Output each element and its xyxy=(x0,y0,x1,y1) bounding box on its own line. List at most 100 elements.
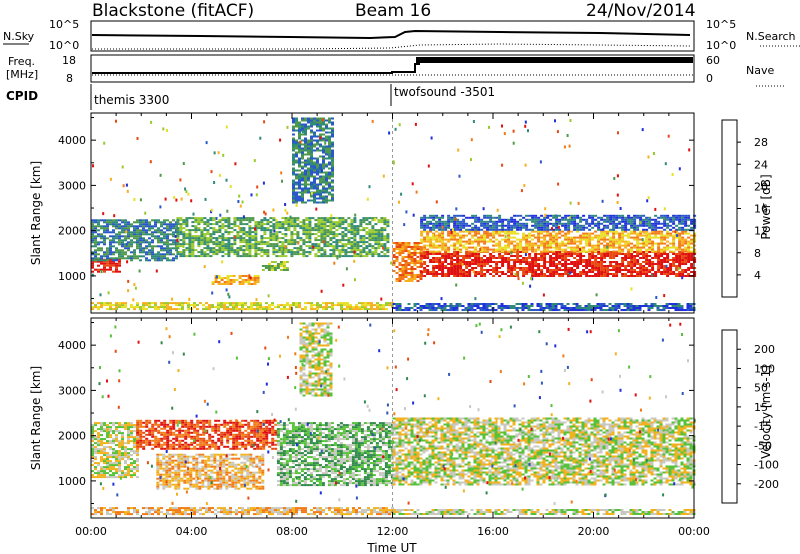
power-echo-cell xyxy=(257,227,261,230)
power-echo-cell xyxy=(573,263,577,265)
power-echo-cell xyxy=(328,149,331,152)
power-echo-cell xyxy=(295,119,298,122)
power-echo-cell xyxy=(319,145,322,148)
power-echo-cell xyxy=(238,302,241,305)
power-echo-cell xyxy=(678,232,682,235)
power-echo-cell xyxy=(293,247,297,250)
power-echo-cell xyxy=(127,241,130,244)
power-echo-cell xyxy=(341,245,345,248)
power-echo-cell xyxy=(606,275,610,277)
power-echo-cell xyxy=(609,251,613,253)
power-echo-cell xyxy=(320,235,324,238)
power-echo-cell xyxy=(301,133,304,136)
power-echo-cell xyxy=(579,261,583,263)
power-echo-cell xyxy=(188,253,192,256)
power-echo-cell xyxy=(663,214,667,217)
power-echo-cell xyxy=(121,225,124,228)
power-echo-cell xyxy=(250,277,254,279)
power-echo-cell xyxy=(555,273,559,275)
power-echo-cell xyxy=(471,255,475,257)
power-echo-cell xyxy=(292,133,295,136)
power-echo-cell xyxy=(203,221,207,224)
power-echo-cell xyxy=(585,263,589,265)
power-echo-cell xyxy=(295,193,298,196)
power-echo-cell xyxy=(200,221,204,224)
power-echo-cell xyxy=(374,233,378,236)
power-echo-cell xyxy=(314,219,318,222)
power-echo-cell xyxy=(606,250,610,253)
power-echo-cell xyxy=(603,224,607,227)
power-echo-cell xyxy=(612,255,616,257)
power-echo-cell xyxy=(142,233,145,236)
power-echo-cell xyxy=(307,125,310,128)
power-echo-cell xyxy=(687,255,691,257)
power-echo-cell xyxy=(585,250,589,253)
power-echo-cell xyxy=(597,273,601,275)
power-echo-cell xyxy=(546,267,550,269)
power-echo-cell xyxy=(606,214,610,217)
power-echo-cell xyxy=(566,307,570,309)
power-echo-cell xyxy=(552,263,556,265)
power-echo-cell xyxy=(546,246,550,249)
power-echo-cell xyxy=(504,257,508,259)
power-echo-cell xyxy=(331,179,334,182)
power-echo-cell xyxy=(486,232,490,235)
power-echo-cell xyxy=(618,236,622,239)
power-echo-cell xyxy=(558,275,562,277)
power-echo-cell xyxy=(558,246,562,249)
power-echo-cell xyxy=(555,244,559,247)
power-echo-cell xyxy=(224,221,228,224)
power-echo-cell xyxy=(254,221,258,224)
power-echo-cell xyxy=(383,245,387,248)
power-echo-cell xyxy=(423,218,427,221)
power-echo-cell xyxy=(359,229,363,232)
power-echo-cell xyxy=(567,263,571,265)
power-echo-cell xyxy=(233,251,237,254)
power-echo-cell xyxy=(621,269,625,271)
power-echo-cell xyxy=(322,175,325,178)
power-echo-cell xyxy=(600,248,604,251)
power-scatter-point xyxy=(641,128,644,132)
power-echo-cell xyxy=(606,267,610,269)
power-echo-cell xyxy=(441,238,445,241)
power-echo-cell xyxy=(492,220,496,223)
power-echo-cell xyxy=(203,251,207,254)
power-echo-cell xyxy=(316,165,319,168)
power-echo-cell xyxy=(247,281,251,283)
power-echo-cell xyxy=(248,247,252,250)
power-echo-cell xyxy=(202,308,205,311)
power-echo-cell xyxy=(308,223,312,226)
power-echo-cell xyxy=(501,218,505,221)
power-echo-cell xyxy=(645,271,649,273)
power-scatter-point xyxy=(472,270,475,274)
power-echo-cell xyxy=(657,271,661,273)
power-echo-cell xyxy=(127,243,130,246)
power-echo-cell xyxy=(564,234,568,237)
power-echo-cell xyxy=(552,236,556,239)
power-echo-cell xyxy=(248,233,252,236)
power-echo-cell xyxy=(365,219,369,222)
power-echo-cell xyxy=(374,251,378,254)
power-echo-cell xyxy=(684,257,688,259)
power-echo-cell xyxy=(549,214,553,217)
power-echo-cell xyxy=(347,229,351,232)
power-echo-cell xyxy=(185,235,189,238)
power-echo-cell xyxy=(612,244,616,247)
power-echo-cell xyxy=(479,309,483,311)
power-echo-cell xyxy=(203,229,207,232)
nsearch-label: N.Search xyxy=(746,30,796,43)
power-echo-cell xyxy=(94,245,97,248)
power-scatter-point xyxy=(556,130,559,134)
power-echo-cell xyxy=(624,259,628,261)
power-echo-cell xyxy=(278,247,282,250)
power-echo-cell xyxy=(509,307,513,309)
power-echo-cell xyxy=(248,241,252,244)
power-echo-cell xyxy=(203,247,207,250)
power-echo-cell xyxy=(398,244,402,246)
power-echo-cell xyxy=(377,221,381,224)
power-echo-cell xyxy=(498,244,502,247)
power-echo-cell xyxy=(304,147,307,150)
power-echo-cell xyxy=(227,223,231,226)
power-echo-cell xyxy=(181,304,184,307)
power-echo-cell xyxy=(176,235,180,238)
